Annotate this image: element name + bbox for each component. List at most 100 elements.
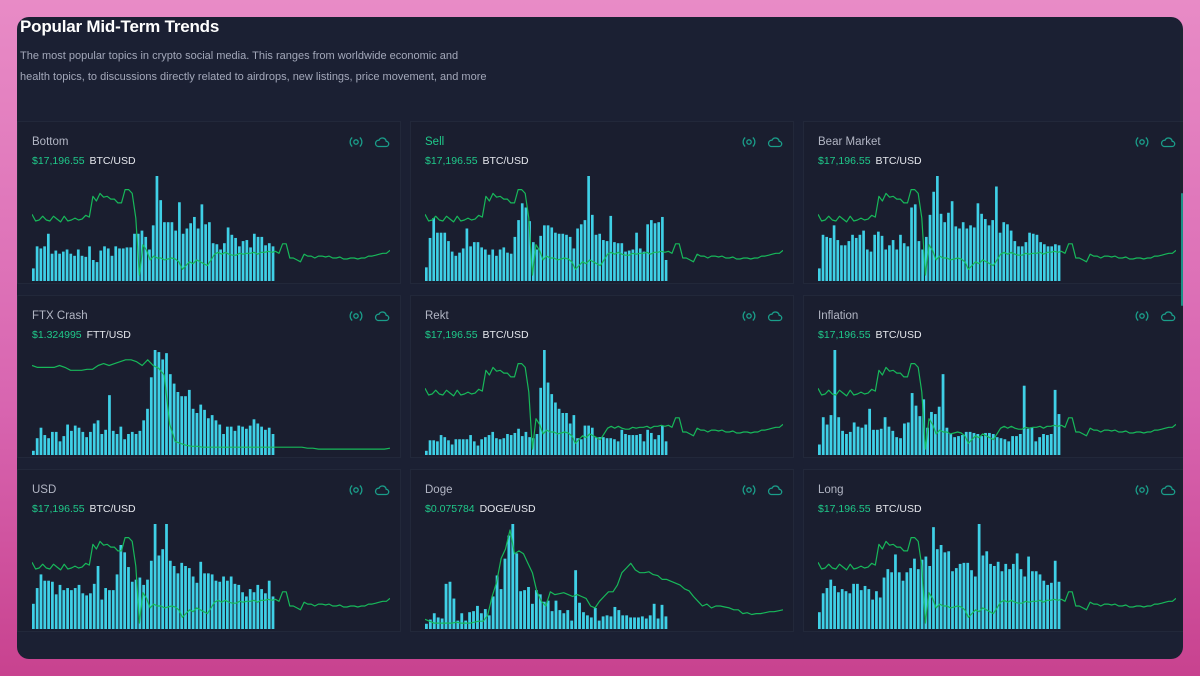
volume-bar [950, 201, 954, 281]
card-price: $0.075784 DOGE/USD [425, 503, 536, 515]
volume-bar [840, 589, 844, 629]
volume-bar [906, 422, 910, 455]
volume-bar [62, 590, 66, 629]
volume-bar [249, 247, 252, 281]
scrollbar[interactable] [1181, 193, 1183, 306]
volume-bar [245, 240, 249, 281]
volume-bar [515, 553, 519, 629]
card-title[interactable]: Rekt [425, 310, 449, 322]
volume-bar [245, 596, 248, 629]
radar-icon[interactable] [741, 308, 757, 324]
cloud-icon[interactable] [374, 134, 390, 150]
trend-card-inflation[interactable]: Inflation $17,196.55 BTC/USD [803, 295, 1183, 458]
volume-bar [871, 599, 874, 629]
volume-bar [546, 600, 550, 629]
radar-icon[interactable] [741, 482, 757, 498]
card-title[interactable]: USD [32, 484, 57, 496]
card-title[interactable]: FTX Crash [32, 310, 88, 322]
cloud-icon[interactable] [767, 134, 783, 150]
volume-bar [487, 435, 491, 455]
volume-bar [503, 558, 507, 629]
volume-bar [174, 230, 178, 281]
volume-bar [913, 204, 917, 281]
volume-bar [454, 439, 458, 455]
card-price: $17,196.55 BTC/USD [32, 155, 136, 167]
price-value: $17,196.55 [425, 329, 478, 341]
card-title[interactable]: Doge [425, 484, 453, 496]
volume-bar [229, 426, 233, 455]
volume-bar [450, 444, 454, 455]
radar-icon[interactable] [348, 482, 364, 498]
volume-bar [436, 232, 439, 281]
volume-bar [193, 216, 196, 281]
cloud-icon[interactable] [767, 308, 783, 324]
radar-icon[interactable] [348, 134, 364, 150]
cloud-icon[interactable] [1160, 308, 1176, 324]
trend-card-ftx-crash[interactable]: FTX Crash $1.324995 FTT/USD [17, 295, 401, 458]
volume-bar [450, 251, 454, 281]
volume-bar [920, 559, 924, 629]
card-title[interactable]: Bottom [32, 136, 69, 148]
trend-card-bottom[interactable]: Bottom $17,196.55 BTC/USD [17, 121, 401, 284]
volume-bar [184, 396, 187, 455]
price-pair: BTC/USD [875, 155, 922, 167]
volume-bar [39, 427, 43, 455]
volume-bar [1042, 580, 1046, 629]
volume-bar [947, 212, 950, 281]
volume-bar [867, 589, 871, 629]
volume-bar [875, 591, 878, 629]
volume-bar [821, 234, 825, 281]
card-price: $1.324995 FTT/USD [32, 329, 131, 341]
radar-icon[interactable] [1134, 308, 1150, 324]
volume-bar [884, 249, 888, 281]
volume-bar [200, 204, 204, 281]
trend-card-usd[interactable]: USD $17,196.55 BTC/USD [17, 469, 401, 632]
cloud-icon[interactable] [767, 482, 783, 498]
volume-bar [428, 619, 432, 629]
volume-bar [657, 435, 661, 455]
volume-bar [138, 430, 142, 455]
volume-bar [840, 245, 843, 281]
volume-bar [1046, 246, 1050, 281]
volume-bar [241, 426, 244, 455]
volume-bar [543, 225, 546, 281]
radar-icon[interactable] [741, 134, 757, 150]
volume-bar [157, 352, 161, 455]
volume-bar [148, 249, 151, 281]
volume-bar [252, 592, 256, 629]
volume-bar [110, 255, 114, 281]
volume-bar [264, 593, 267, 629]
volume-bar [73, 588, 77, 629]
volume-bar [134, 434, 138, 455]
radar-icon[interactable] [1134, 482, 1150, 498]
volume-bar [264, 429, 267, 455]
trend-card-doge[interactable]: Doge $0.075784 DOGE/USD [410, 469, 794, 632]
volume-bar [47, 580, 50, 629]
cloud-icon[interactable] [1160, 134, 1176, 150]
volume-bar [123, 439, 127, 455]
card-title[interactable]: Inflation [818, 310, 859, 322]
trend-card-long[interactable]: Long $17,196.55 BTC/USD [803, 469, 1183, 632]
trend-chart [818, 176, 1176, 281]
volume-bar [590, 427, 594, 455]
radar-icon[interactable] [348, 308, 364, 324]
volume-bar [468, 612, 472, 629]
card-title[interactable]: Bear Market [818, 136, 881, 148]
cloud-icon[interactable] [1160, 482, 1176, 498]
radar-icon[interactable] [1134, 134, 1150, 150]
trend-card-bear-market[interactable]: Bear Market $17,196.55 BTC/USD [803, 121, 1183, 284]
volume-bar [837, 592, 840, 629]
card-title[interactable]: Long [818, 484, 844, 496]
volume-bar [527, 587, 530, 629]
trend-card-rekt[interactable]: Rekt $17,196.55 BTC/USD [410, 295, 794, 458]
card-title[interactable]: Sell [425, 136, 445, 148]
volume-bar [517, 428, 520, 455]
cloud-icon[interactable] [374, 308, 390, 324]
cloud-icon[interactable] [374, 482, 390, 498]
volume-bar [821, 593, 825, 629]
volume-bar [448, 581, 452, 629]
trend-card-sell[interactable]: Sell $17,196.55 BTC/USD [410, 121, 794, 284]
volume-bar [589, 617, 593, 629]
volume-bar [1019, 569, 1023, 629]
volume-bar [972, 432, 976, 455]
